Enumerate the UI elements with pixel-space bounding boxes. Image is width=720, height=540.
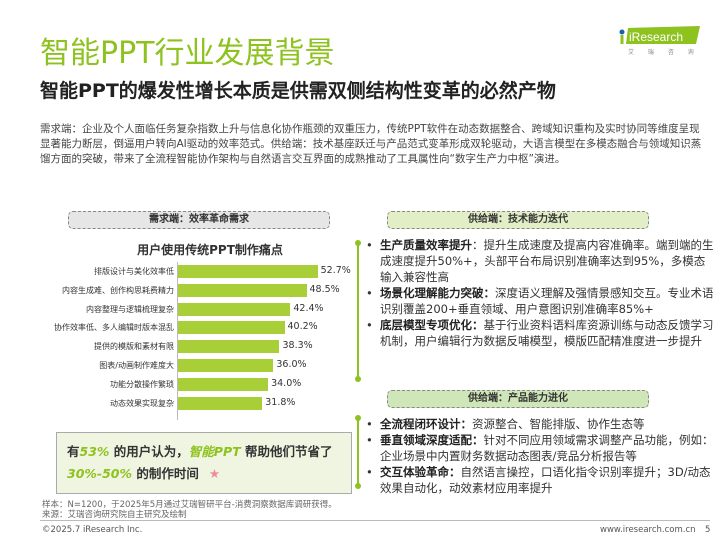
bar-label: 内容整理与逻辑梳理复杂 — [86, 304, 174, 314]
logo-subtext: 艾 瑞 咨 询 — [628, 48, 700, 56]
timeline-line — [357, 418, 359, 486]
copyright: ©2025.7 iResearch Inc. — [42, 525, 143, 535]
intro-paragraph: 需求端：企业及个人面临任务复杂指数上升与信息化协作瓶颈的双重压力，传统PPT软件… — [40, 123, 702, 165]
item-text: 基于行业资料语料库资源训练与动态反馈学习机制，用户编辑行为数据反哺模型，模版匹配… — [380, 318, 714, 348]
footer-divider — [40, 520, 710, 521]
bar-value-label: 34.0% — [271, 377, 302, 389]
list-item: 全流程闭环设计：资源整合、智能排版、协作生态等 — [364, 416, 714, 432]
bar-label: 动态效果实现复杂 — [110, 398, 174, 408]
callout-highlight: 30%-50% — [67, 466, 133, 481]
item-text: ：提升生成速度及提高内容准确率。端到端的生成速度提升50%+，头部平台布局识别准… — [380, 238, 714, 284]
sample-note: 样本：N=1200，于2025年5月通过艾瑞智研平台-消费洞察数据库调研获得。 — [42, 500, 337, 510]
demand-header: 需求端：效率革命需求 — [68, 211, 330, 229]
item-text: 深度语义理解及强情景感知交互。专业术语识别覆盖200+垂直领域、用户意图识别准确… — [380, 286, 714, 316]
callout-highlight: 智能PPT — [188, 444, 241, 459]
bar-value-label: 36.0% — [276, 359, 307, 370]
item-title: 底层模型专项优化： — [380, 318, 484, 332]
pain-points-bar-chart: 排版设计与美化效率低 52.7% 内容生成难、创作构思耗费精力 48.5% 内容整理与逻… — [0, 262, 351, 422]
bar-label: 协作效率低、多人编辑时版本混乱 — [54, 323, 174, 333]
item-title: 生产质量效率提升 — [380, 238, 472, 252]
star-icon: ★ — [208, 466, 221, 481]
bar-value-label: 31.8% — [265, 396, 296, 408]
timeline-dot — [355, 415, 361, 421]
item-title: 交互体验革命： — [380, 465, 461, 479]
bar-label: 内容生成难、创作构思耗费精力 — [62, 285, 174, 295]
page-number: 5 — [705, 525, 711, 535]
supply-tech-header: 供给端：技术能力迭代 — [387, 211, 649, 229]
page-title: 智能PPT行业发展背景 — [40, 36, 335, 71]
supply-product-header: 供给端：产品能力进化 — [387, 390, 649, 408]
item-text: 资源整合、智能排版、协作生态等 — [472, 417, 645, 431]
notes: 样本：N=1200，于2025年5月通过艾瑞智研平台-消费洞察数据库调研获得。来… — [42, 500, 337, 520]
bar — [178, 302, 291, 316]
list-item: 生产质量效率提升：提升生成速度及提高内容准确率。端到端的生成速度提升50%+，头… — [364, 237, 714, 285]
tech-list: 生产质量效率提升：提升生成速度及提高内容准确率。端到端的生成速度提升50%+，头… — [364, 237, 714, 349]
bar-value-label: 38.3% — [282, 340, 313, 352]
bar — [178, 265, 318, 278]
callout-text: 帮助他们节省了 — [240, 444, 333, 459]
product-list: 全流程闭环设计：资源整合、智能排版、协作生态等垂直领域深度适配：针对不同应用领域… — [364, 416, 714, 496]
bar-label: 提供的模版和素材有限 — [94, 342, 174, 352]
bar-value-label: 40.2% — [287, 321, 318, 333]
callout-highlight: 53% — [79, 444, 110, 459]
bar-label: 功能分散操作繁琐 — [110, 379, 174, 389]
timeline-line — [357, 243, 359, 379]
website-link[interactable]: www.iresearch.com.cn — [600, 525, 696, 535]
bar-value-label: 52.7% — [320, 265, 351, 276]
callout-text: 的制作时间 — [132, 466, 199, 481]
bar — [178, 340, 280, 354]
timeline-dot — [355, 483, 361, 489]
bar — [178, 321, 285, 335]
source-note: 来源：艾瑞咨询研究院自主研究及绘制 — [42, 510, 187, 520]
item-title: 全流程闭环设计： — [380, 417, 472, 431]
chart-title: 用户使用传统PPT制作痛点 — [137, 243, 283, 257]
callout-line: 有53% 的用户认为，智能PPT 帮助他们节省了 — [67, 441, 341, 463]
bar — [178, 396, 263, 410]
timeline-dot — [355, 240, 361, 246]
list-item: 垂直领域深度适配：针对不同应用领域需求调整产品功能，例如：企业场景中内置财务数据… — [364, 432, 714, 464]
iresearch-logo: iResearch 艾 瑞 咨 询 — [616, 26, 702, 60]
item-title: 垂直领域深度适配： — [380, 433, 484, 447]
callout-box: 有53% 的用户认为，智能PPT 帮助他们节省了 30%-50% 的制作时间 ★ — [56, 432, 352, 494]
chart-axis — [177, 262, 178, 420]
bar-value-label: 48.5% — [309, 283, 340, 295]
callout-line: 30%-50% 的制作时间 ★ — [67, 463, 341, 485]
item-text: 针对不同应用领域需求调整产品功能，例如：企业场景中内置财务数据动态图表/竞品分析… — [380, 433, 714, 463]
list-item: 底层模型专项优化：基于行业资料语料库资源训练与动态反馈学习机制，用户编辑行为数据… — [364, 317, 714, 349]
bar — [178, 283, 307, 297]
item-text: 自然语言操控，口语化指令识别率提升；3D/动态效果自动化，动效素材应用率提升 — [380, 465, 711, 495]
bar — [178, 377, 269, 391]
page-subtitle: 智能PPT的爆发性增长本质是供需双侧结构性变革的必然产物 — [40, 80, 556, 102]
list-item: 交互体验革命：自然语言操控，口语化指令识别率提升；3D/动态效果自动化，动效素材… — [364, 464, 714, 496]
timeline-dot — [355, 376, 361, 382]
callout-text: 的用户认为， — [109, 444, 189, 459]
callout-text: 有 — [67, 444, 80, 459]
bar-label: 排版设计与美化效率低 — [94, 267, 174, 276]
bar-label: 图表/动画制作难度大 — [99, 361, 174, 370]
bar — [178, 359, 274, 372]
list-item: 场景化理解能力突破：深度语义理解及强情景感知交互。专业术语识别覆盖200+垂直领… — [364, 285, 714, 317]
item-title: 场景化理解能力突破： — [380, 286, 495, 300]
logo-text: iResearch — [629, 30, 683, 44]
bar-value-label: 42.4% — [293, 302, 324, 314]
